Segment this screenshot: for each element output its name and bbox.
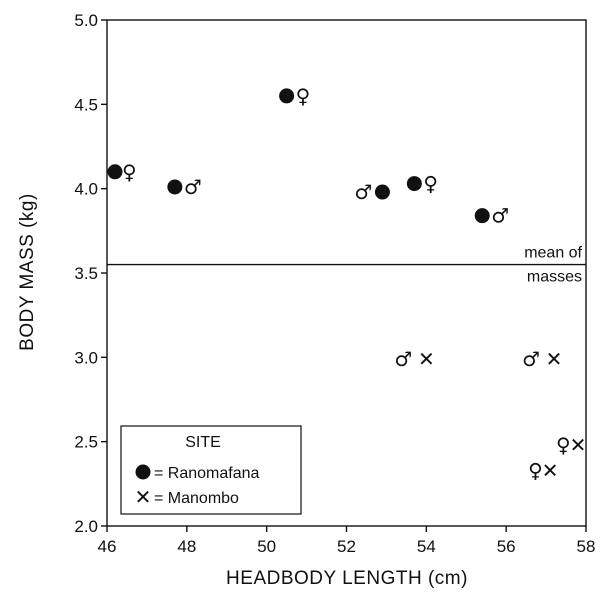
point-ranomafana [406, 176, 422, 192]
x-axis-title: HEADBODY LENGTH (cm) [226, 568, 468, 589]
x-tick-label: 50 [257, 537, 276, 556]
x-tick-label: 54 [417, 537, 436, 556]
x-tick-label: 48 [177, 537, 196, 556]
sex-symbol: ♀ [556, 433, 571, 457]
sex-symbol: ♂ [394, 347, 412, 371]
sex-symbol: ♀ [528, 458, 543, 482]
reference-line-group: mean of masses [107, 245, 586, 286]
legend-label: = Ranomafana [154, 465, 260, 482]
point-ranomafana [474, 208, 490, 224]
point-manombo: ✕ [546, 347, 563, 371]
legend: SITE = Ranomafana✕ = Manombo [120, 425, 302, 515]
point-ranomafana [279, 88, 295, 104]
sex-symbol: ♂ [491, 204, 509, 228]
y-tick-label: 4.5 [74, 95, 98, 114]
legend-label: = Manombo [154, 490, 239, 507]
mean-line-label: mean of [524, 245, 582, 262]
sex-symbol: ♀ [122, 160, 137, 184]
point-ranomafana [374, 184, 390, 200]
legend-box [120, 425, 302, 515]
sex-symbol: ♀ [296, 84, 311, 108]
point-manombo: ✕ [542, 458, 559, 482]
x-tick-label: 58 [577, 537, 596, 556]
sex-symbol: ♀ [423, 172, 438, 196]
y-tick-label: 2.0 [74, 517, 98, 536]
point-manombo: ✕ [570, 433, 587, 457]
legend-title: SITE [185, 434, 221, 451]
ticks: 46 48 50 52 54 56 58 2.0 2.5 3.0 3.5 4.0 4.5 5.0 [74, 11, 595, 556]
point-ranomafana [167, 179, 183, 195]
mean-line-label: masses [527, 269, 582, 286]
x-tick-label: 46 [98, 537, 117, 556]
y-tick-label: 4.0 [74, 180, 98, 199]
x-tick-label: 52 [337, 537, 356, 556]
sex-symbol: ♂ [184, 175, 202, 199]
sex-symbol: ♂ [354, 180, 372, 204]
sex-symbol: ♂ [522, 347, 540, 371]
legend-marker-circle [135, 464, 151, 480]
y-tick-label: 2.5 [74, 433, 98, 452]
y-tick-label: 5.0 [74, 11, 98, 30]
y-tick-label: 3.5 [74, 264, 98, 283]
point-ranomafana [107, 164, 123, 180]
y-tick-label: 3.0 [74, 348, 98, 367]
x-tick-label: 56 [497, 537, 516, 556]
legend-marker-x: ✕ [135, 485, 152, 509]
y-axis-title: BODY MASS (kg) [17, 193, 38, 351]
data-points: ♀♂♀♂ ♀♂✕♂ ✕♂✕♀✕♀ [107, 84, 586, 482]
point-manombo: ✕ [418, 347, 435, 371]
